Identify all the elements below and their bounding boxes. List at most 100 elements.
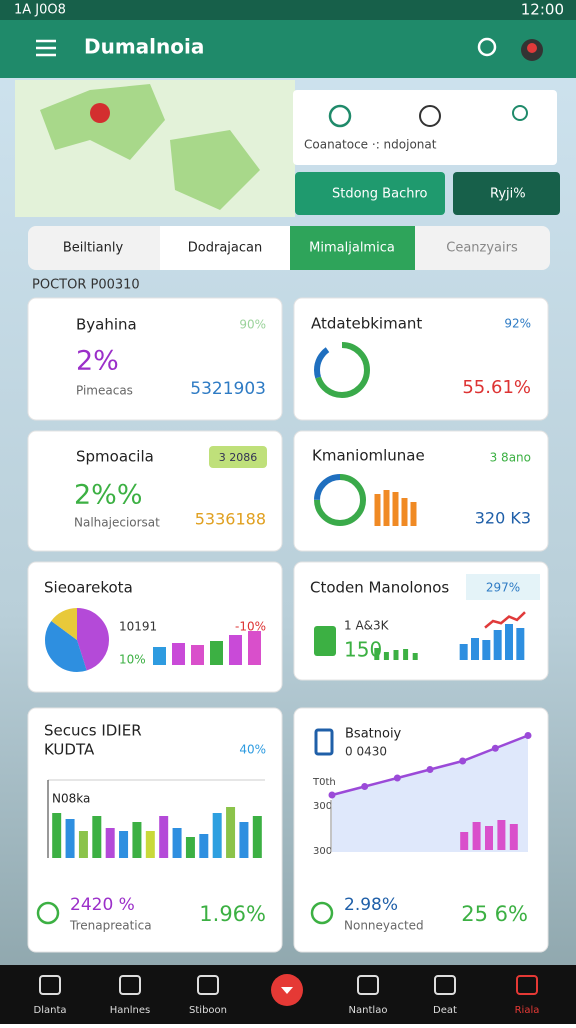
map-pin[interactable] bbox=[90, 103, 110, 123]
nav-label[interactable]: Riala bbox=[515, 1005, 540, 1016]
bar bbox=[65, 819, 75, 858]
tab-bg bbox=[160, 226, 290, 270]
label: Spmoacila bbox=[76, 448, 154, 466]
bar bbox=[78, 831, 88, 858]
point bbox=[328, 791, 336, 799]
nav-icon[interactable] bbox=[357, 975, 379, 995]
label: 300 bbox=[313, 801, 332, 812]
quick-card bbox=[293, 90, 557, 165]
nav-icon[interactable] bbox=[197, 975, 219, 995]
tab-label[interactable]: Dodrajacan bbox=[188, 241, 262, 256]
icon bbox=[314, 626, 336, 656]
ring-segment bbox=[314, 474, 366, 526]
label: -10% bbox=[235, 620, 266, 634]
label: 2% bbox=[76, 346, 119, 377]
bar bbox=[239, 822, 249, 858]
nav-label[interactable]: Deat bbox=[433, 1005, 457, 1016]
label: 1 A&3K bbox=[344, 619, 390, 633]
nav-label[interactable]: Hanlnes bbox=[110, 1005, 150, 1016]
bar bbox=[472, 822, 481, 850]
bar bbox=[191, 645, 204, 665]
label: Nalhajeciorsat bbox=[74, 516, 160, 530]
card bbox=[27, 707, 283, 953]
bar bbox=[383, 652, 389, 660]
bar bbox=[403, 649, 409, 660]
bar bbox=[248, 631, 261, 665]
label: Nonneyacted bbox=[344, 919, 424, 933]
ring-segment bbox=[45, 608, 109, 672]
nav-icon[interactable] bbox=[434, 975, 456, 995]
quick-icon[interactable] bbox=[419, 105, 441, 127]
nav-label[interactable]: Stiboon bbox=[189, 1005, 227, 1016]
bar bbox=[509, 824, 518, 850]
label: Byahina bbox=[76, 316, 137, 334]
bar bbox=[52, 813, 62, 858]
bar bbox=[393, 650, 399, 660]
bar bbox=[159, 816, 169, 858]
bar bbox=[105, 828, 115, 858]
label: Bsatnoiy bbox=[345, 727, 402, 742]
label: Ctoden Manolonos bbox=[310, 579, 449, 597]
bar bbox=[374, 648, 380, 660]
bar bbox=[460, 832, 469, 850]
label: 10191 bbox=[119, 620, 157, 634]
status-bar bbox=[0, 0, 576, 20]
point bbox=[426, 766, 434, 773]
nav-label[interactable]: Dlanta bbox=[34, 1005, 67, 1016]
label: 92% bbox=[504, 317, 531, 331]
point bbox=[459, 757, 467, 765]
button[interactable] bbox=[295, 172, 445, 215]
point bbox=[491, 744, 499, 752]
label: Trenapreatica bbox=[69, 919, 152, 933]
avatar-dot bbox=[527, 43, 537, 53]
nav-icon[interactable] bbox=[516, 975, 538, 995]
line bbox=[484, 611, 526, 629]
label: Kmaniomlunae bbox=[312, 447, 425, 465]
tab-label[interactable]: Mimaljalmica bbox=[309, 241, 395, 256]
icon bbox=[314, 728, 334, 756]
bar bbox=[145, 831, 155, 858]
point bbox=[524, 732, 532, 739]
bar bbox=[172, 828, 182, 858]
bar bbox=[471, 638, 479, 660]
bar bbox=[459, 644, 468, 660]
card bbox=[293, 430, 549, 552]
nav-icon[interactable] bbox=[119, 975, 141, 995]
bar bbox=[212, 813, 222, 858]
nav-label[interactable]: Nantlao bbox=[349, 1005, 388, 1016]
label: N08ka bbox=[52, 792, 90, 806]
bar bbox=[226, 807, 236, 858]
bar bbox=[153, 647, 166, 665]
button-label: Stdong Bachro bbox=[332, 187, 428, 202]
bar bbox=[410, 502, 417, 526]
bar bbox=[92, 816, 102, 858]
button[interactable] bbox=[453, 172, 560, 215]
bar bbox=[482, 640, 491, 660]
label: 5336188 bbox=[195, 510, 266, 529]
label: 2420 % bbox=[70, 895, 135, 915]
status-left: 1A J0O8 bbox=[14, 3, 66, 18]
search-icon[interactable] bbox=[477, 37, 497, 57]
label: KUDTA bbox=[44, 741, 95, 759]
bar bbox=[401, 498, 408, 526]
quick-icon[interactable] bbox=[512, 105, 528, 121]
label: 2.98% bbox=[344, 895, 398, 915]
bar bbox=[132, 822, 142, 858]
label: Secucs IDIER bbox=[44, 722, 142, 740]
quick-caption: Coanatoce ·: ndojonat bbox=[304, 138, 437, 152]
label: 90% bbox=[239, 318, 266, 332]
quick-icon[interactable] bbox=[328, 104, 352, 128]
label: 25 6% bbox=[461, 902, 528, 926]
label: Sieoarekota bbox=[44, 579, 133, 597]
bar bbox=[252, 816, 262, 858]
label: 3 8ano bbox=[490, 451, 531, 465]
button-label: Ryji% bbox=[490, 187, 526, 202]
tab-label[interactable]: Beiltianly bbox=[63, 241, 124, 256]
tab-label[interactable]: Ceanzyairs bbox=[446, 241, 518, 256]
bar bbox=[505, 624, 513, 660]
nav-icon[interactable] bbox=[39, 975, 61, 995]
tab-active bbox=[290, 226, 415, 270]
menu-icon[interactable] bbox=[36, 39, 56, 57]
